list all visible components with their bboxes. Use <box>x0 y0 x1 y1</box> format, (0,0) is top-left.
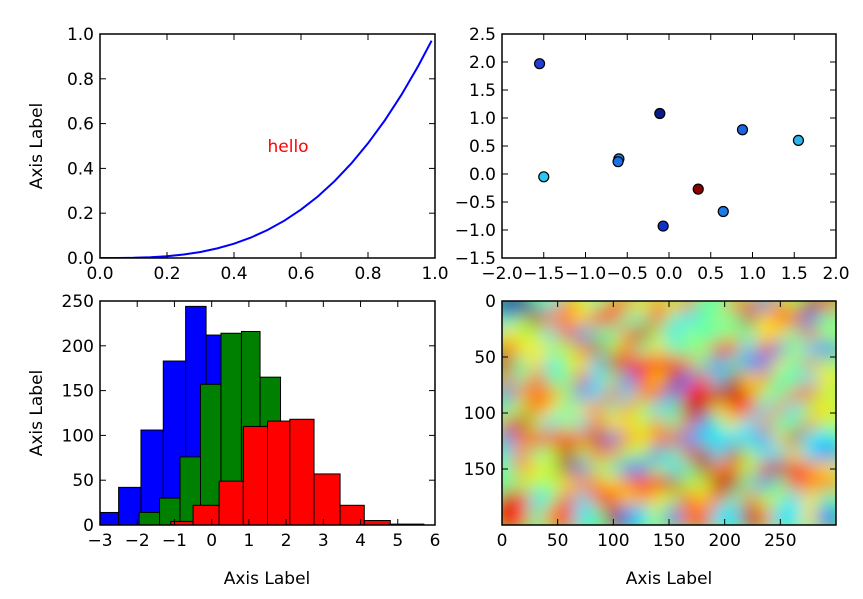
x-tick-label: 0 <box>206 531 217 551</box>
scatter-point <box>612 156 624 168</box>
x-tick-label: 1.0 <box>421 264 448 284</box>
scatter-point <box>792 134 805 146</box>
scatter-point <box>533 58 546 70</box>
y-tick-label: 50 <box>474 348 496 368</box>
histogram-bar <box>192 504 220 525</box>
y-axis-label: Axis Label <box>27 103 47 190</box>
scatter-chart: −2.0 −1.5 −1.0 −0.5 0.0 0.5 1.0 1.5 2.0−1.5−1.0−… <box>455 25 850 284</box>
y-tick-label: 100 <box>464 404 496 424</box>
x-tick-label: −1 <box>162 531 187 551</box>
x-tick-label: 0.0 <box>86 264 113 284</box>
heatmap-cell <box>502 301 536 315</box>
y-tick-label: −1.5 <box>455 249 496 269</box>
x-tick-label: 100 <box>597 531 629 551</box>
x-tick-label: 250 <box>764 531 796 551</box>
scatter-point <box>736 124 749 136</box>
x-tick-label: 0.8 <box>354 264 381 284</box>
y-tick-label: 0 <box>83 516 94 536</box>
x-tick-label: 0.2 <box>153 264 180 284</box>
y-tick-label: 150 <box>464 460 496 480</box>
x-tick-label: 200 <box>708 531 740 551</box>
x-tick-label: 0.6 <box>287 264 314 284</box>
y-tick-label: 150 <box>62 382 94 402</box>
x-tick-label: 1 <box>243 531 254 551</box>
histogram-bar <box>267 420 291 525</box>
line-series <box>100 40 433 258</box>
x-tick-label: 1.0 <box>739 264 766 284</box>
y-tick-label: 0.2 <box>67 204 94 224</box>
scatter-plot-frame <box>501 33 837 259</box>
x-tick-label: −1.5 <box>523 264 564 284</box>
y-tick-label: 1.0 <box>469 109 496 129</box>
x-tick-label: −2.0 <box>481 264 522 284</box>
histogram-plot-frame <box>99 300 436 526</box>
y-tick-label: 100 <box>62 426 94 446</box>
line-plot-area <box>100 34 435 258</box>
line-plot-frame <box>99 33 436 259</box>
heatmap-chart: 0 50 100 150 200 250 0 50 100 150 Axis Label <box>464 292 837 589</box>
x-tick-label: −1.0 <box>565 264 606 284</box>
scatter-point <box>717 205 729 218</box>
x-tick-label: −3 <box>87 531 112 551</box>
y-tick-label: 2.0 <box>469 53 496 73</box>
x-axis-label: Axis Label <box>626 569 713 589</box>
histogram-bar <box>218 480 244 525</box>
y-tick-label: 0.0 <box>469 165 496 185</box>
x-tick-label: 0.4 <box>220 264 247 284</box>
hello-annotation: hello <box>268 137 309 157</box>
y-tick-label: 0 <box>485 292 496 312</box>
x-axis-label: Axis Label <box>224 569 311 589</box>
scatter-plot-area <box>502 34 836 258</box>
line-chart: hello Axis Label 0.0 0.2 0.4 0.6 0.8 1.0 0.0 0.… <box>27 25 449 284</box>
y-tick-label: 50 <box>72 471 94 491</box>
histogram-bar <box>242 425 269 525</box>
histogram-bar <box>363 520 391 525</box>
y-tick-label: 2.5 <box>469 25 496 45</box>
x-tick-label: 0.5 <box>697 264 724 284</box>
x-tick-label: 6 <box>430 531 441 551</box>
y-tick-label: 200 <box>62 337 94 357</box>
y-tick-label: 1.0 <box>67 25 94 45</box>
x-tick-label: 0 <box>497 531 508 551</box>
y-tick-label: −0.5 <box>455 193 496 213</box>
x-tick-label: 0.0 <box>655 264 682 284</box>
x-tick-label: −0.5 <box>607 264 648 284</box>
scatter-point <box>657 220 669 232</box>
y-tick-label: 250 <box>62 292 94 312</box>
histogram-bar <box>289 418 315 525</box>
y-tick-label: −1.0 <box>455 221 496 241</box>
heatmap-cell <box>815 504 836 525</box>
x-tick-label: 2 <box>281 531 292 551</box>
y-tick-label: 0.6 <box>67 115 94 135</box>
x-tick-label: 150 <box>653 531 685 551</box>
x-tick-label: 1.5 <box>781 264 808 284</box>
y-tick-label: 0.0 <box>67 249 94 269</box>
scatter-point <box>538 171 550 183</box>
x-tick-label: 3 <box>318 531 329 551</box>
histogram-bar <box>138 511 161 525</box>
y-tick-label: 0.5 <box>469 137 496 157</box>
y-axis-label: Axis Label <box>27 370 47 457</box>
scatter-point <box>692 183 704 195</box>
x-tick-label: 50 <box>547 531 569 551</box>
x-tick-label: −2 <box>125 531 150 551</box>
x-tick-label: 4 <box>355 531 366 551</box>
y-tick-label: 0.4 <box>67 159 94 179</box>
histogram-bar <box>200 383 222 525</box>
y-tick-label: 0.8 <box>67 70 94 90</box>
y-tick-label: 1.5 <box>469 81 496 101</box>
scatter-point <box>654 107 666 120</box>
heatmap-frame <box>501 300 837 526</box>
x-tick-label: 2.0 <box>822 264 849 284</box>
x-tick-label: 5 <box>392 531 403 551</box>
histogram-bar <box>313 473 341 525</box>
